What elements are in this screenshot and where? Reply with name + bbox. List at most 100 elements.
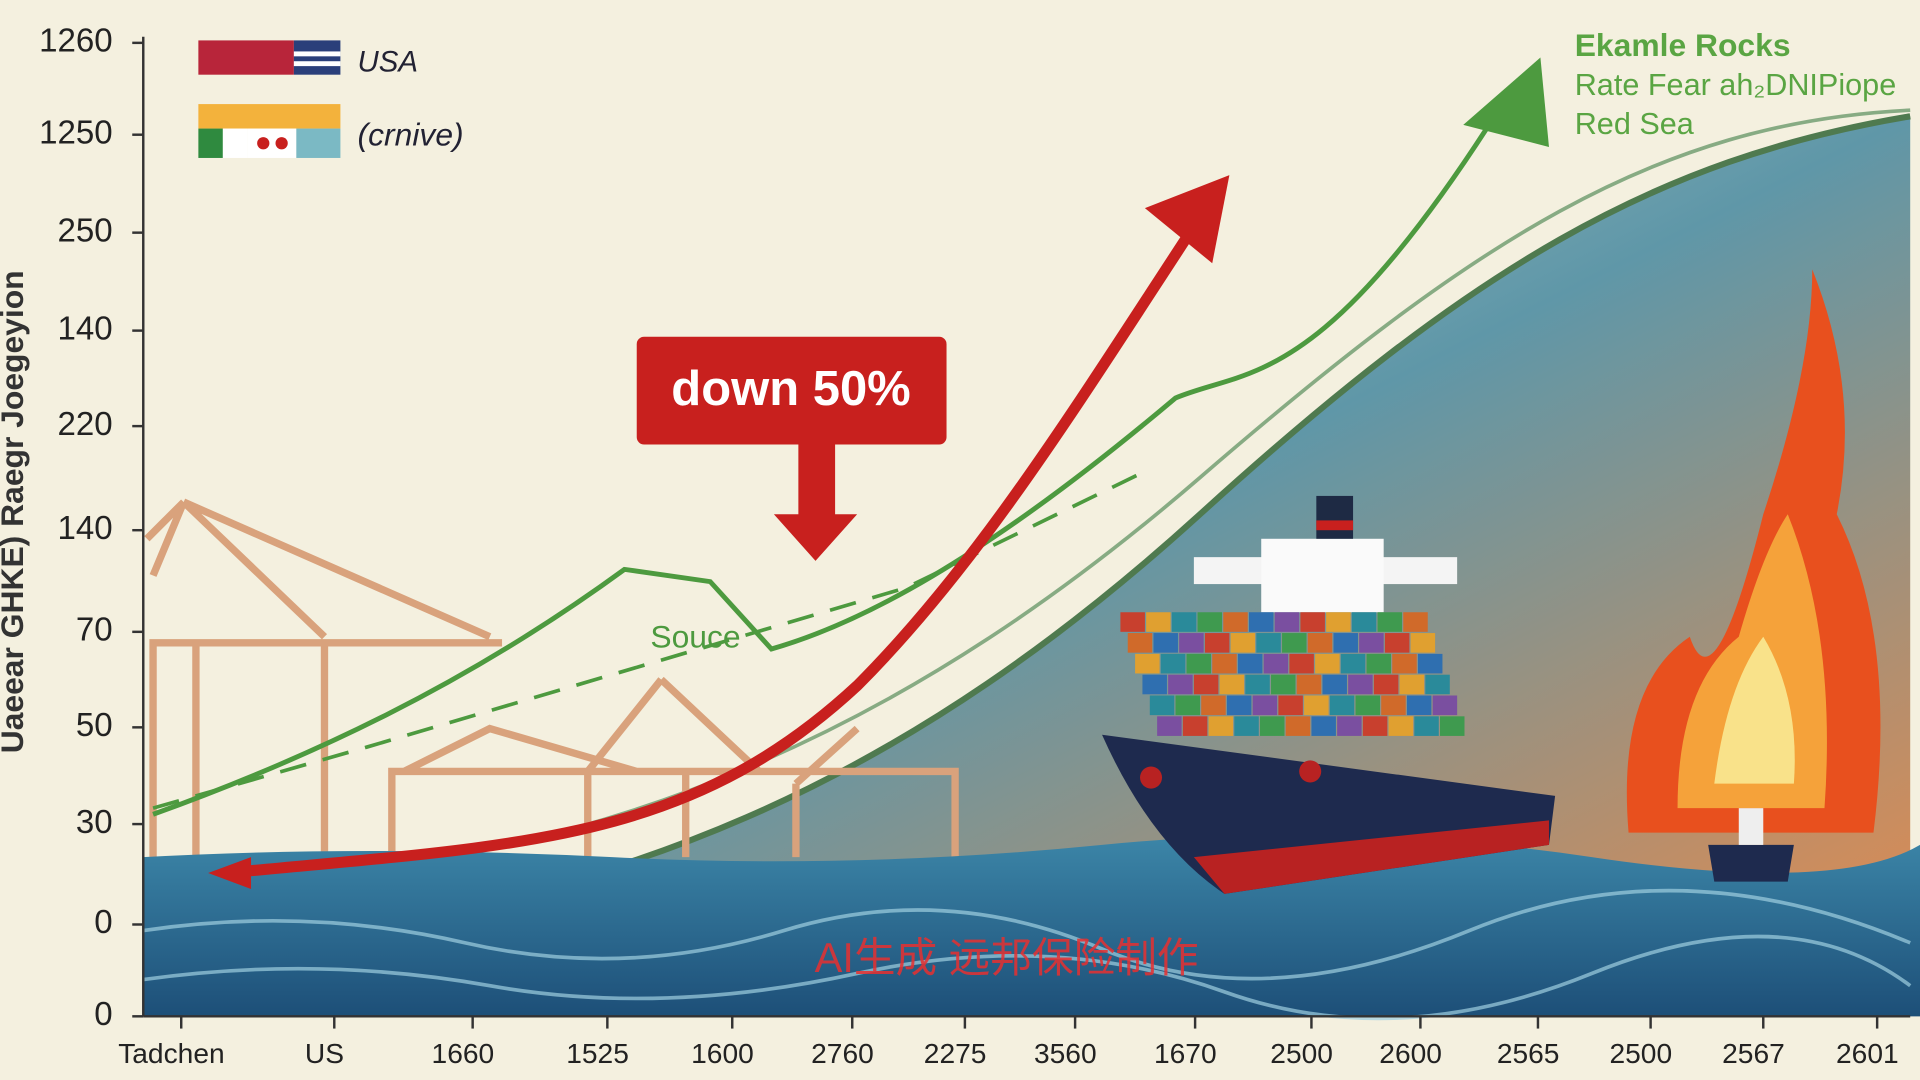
container — [1175, 695, 1200, 716]
container — [1333, 633, 1358, 653]
red-arrowhead — [1144, 175, 1230, 264]
waves — [142, 888, 1912, 1021]
x-tick-label: 2500 — [1270, 1038, 1333, 1069]
red-trend — [225, 223, 1199, 879]
container — [1153, 633, 1178, 653]
container — [1171, 612, 1197, 632]
container — [1296, 674, 1322, 695]
green-trend — [152, 96, 1509, 817]
container — [1252, 695, 1278, 716]
y-tick-label: 50 — [76, 707, 113, 744]
x-tick-label: 1600 — [691, 1038, 754, 1069]
x-tick-label: US — [305, 1038, 344, 1069]
container — [1226, 695, 1252, 716]
x-tick-label: 1670 — [1154, 1038, 1217, 1069]
container — [1197, 612, 1223, 632]
container — [1120, 612, 1145, 632]
callout-arrow — [773, 444, 858, 561]
legend-entry: USA — [358, 45, 418, 78]
x-tick-label: 2565 — [1497, 1038, 1560, 1069]
container — [1340, 653, 1366, 674]
container — [1406, 695, 1432, 716]
watermark: AI生成 远邦保险制作 — [815, 934, 1199, 981]
top-right-line: Rate Fear ah₂DNIPiope — [1575, 68, 1897, 102]
container — [1384, 633, 1410, 653]
container — [1399, 674, 1425, 695]
y-tick-label: 250 — [58, 212, 113, 249]
y-tick-label: 0 — [94, 904, 112, 941]
y-tick-label: 1260 — [39, 23, 113, 60]
container — [1414, 716, 1439, 736]
container — [1230, 633, 1256, 653]
container — [1149, 695, 1175, 716]
container — [1135, 653, 1160, 674]
red-tail — [208, 857, 252, 889]
container — [1373, 674, 1399, 695]
container — [1377, 612, 1403, 632]
container — [1146, 612, 1171, 632]
container — [1432, 695, 1458, 716]
container — [1355, 695, 1380, 716]
container — [1182, 716, 1208, 736]
container — [1348, 674, 1373, 695]
callout-text: down 50% — [671, 362, 910, 416]
container — [1300, 612, 1325, 632]
container — [1388, 716, 1414, 736]
container — [1366, 653, 1392, 674]
y-tick-label: 140 — [58, 510, 113, 547]
container — [1417, 653, 1443, 674]
x-tick-label: Tadchen — [118, 1038, 224, 1069]
container — [1362, 716, 1388, 736]
container — [1157, 716, 1182, 736]
container — [1263, 653, 1289, 674]
container — [1311, 716, 1336, 736]
x-tick-label: 2275 — [924, 1038, 987, 1069]
container — [1315, 653, 1340, 674]
container — [1219, 674, 1245, 695]
container — [1289, 653, 1314, 674]
container — [1208, 716, 1234, 736]
container — [1260, 716, 1285, 736]
container — [1337, 716, 1362, 736]
container — [1160, 653, 1186, 674]
top-right-line: Red Sea — [1575, 107, 1695, 141]
container — [1179, 633, 1204, 653]
container — [1329, 695, 1355, 716]
container — [1440, 716, 1465, 736]
container — [1237, 653, 1263, 674]
y-tick-label: 220 — [58, 406, 113, 443]
x-tick-label: 2500 — [1609, 1038, 1672, 1069]
container — [1248, 612, 1274, 632]
callout-box — [636, 336, 947, 445]
container — [1234, 716, 1259, 736]
container — [1274, 612, 1300, 632]
container — [1204, 633, 1230, 653]
container — [1282, 633, 1307, 653]
y-axis-label: Uaeear GHKE) Raegr Joegeyion — [0, 270, 30, 753]
container — [1271, 674, 1296, 695]
container — [1256, 633, 1281, 653]
y-tick-label: 70 — [76, 612, 113, 649]
x-tick-label: 2601 — [1836, 1038, 1899, 1069]
flags — [198, 40, 341, 158]
container — [1326, 612, 1351, 632]
x-tick-label: 2600 — [1379, 1038, 1442, 1069]
container — [1127, 633, 1153, 653]
container — [1425, 674, 1450, 695]
green-arrowhead — [1463, 57, 1549, 147]
ship — [1102, 495, 1556, 894]
container — [1193, 674, 1219, 695]
container — [1359, 633, 1384, 653]
container — [1322, 674, 1347, 695]
container — [1410, 633, 1436, 653]
top-right-title: Ekamle Rocks — [1575, 27, 1791, 63]
container — [1201, 695, 1226, 716]
container — [1168, 674, 1193, 695]
container — [1186, 653, 1212, 674]
container — [1351, 612, 1377, 632]
fire — [1626, 269, 1881, 882]
container — [1392, 653, 1417, 674]
